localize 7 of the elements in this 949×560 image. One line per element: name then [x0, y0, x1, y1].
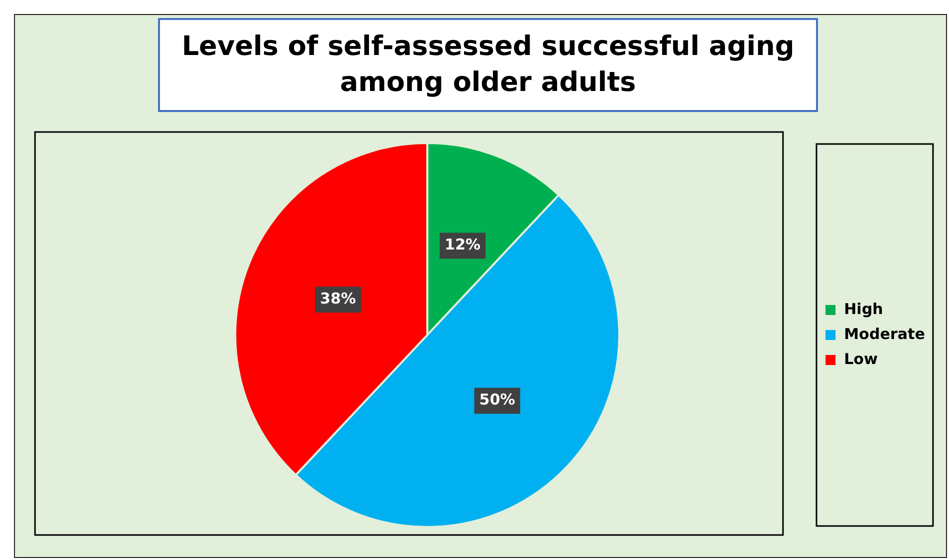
legend-label: Low: [844, 350, 878, 368]
legend-label: Moderate: [844, 324, 926, 343]
legend-label: High: [844, 300, 884, 318]
data-label: 50%: [479, 390, 516, 409]
data-label: 38%: [320, 290, 356, 308]
chart-title: Levels of self-assessed successful aging among older adults: [158, 18, 818, 112]
data-label: 12%: [444, 236, 481, 254]
